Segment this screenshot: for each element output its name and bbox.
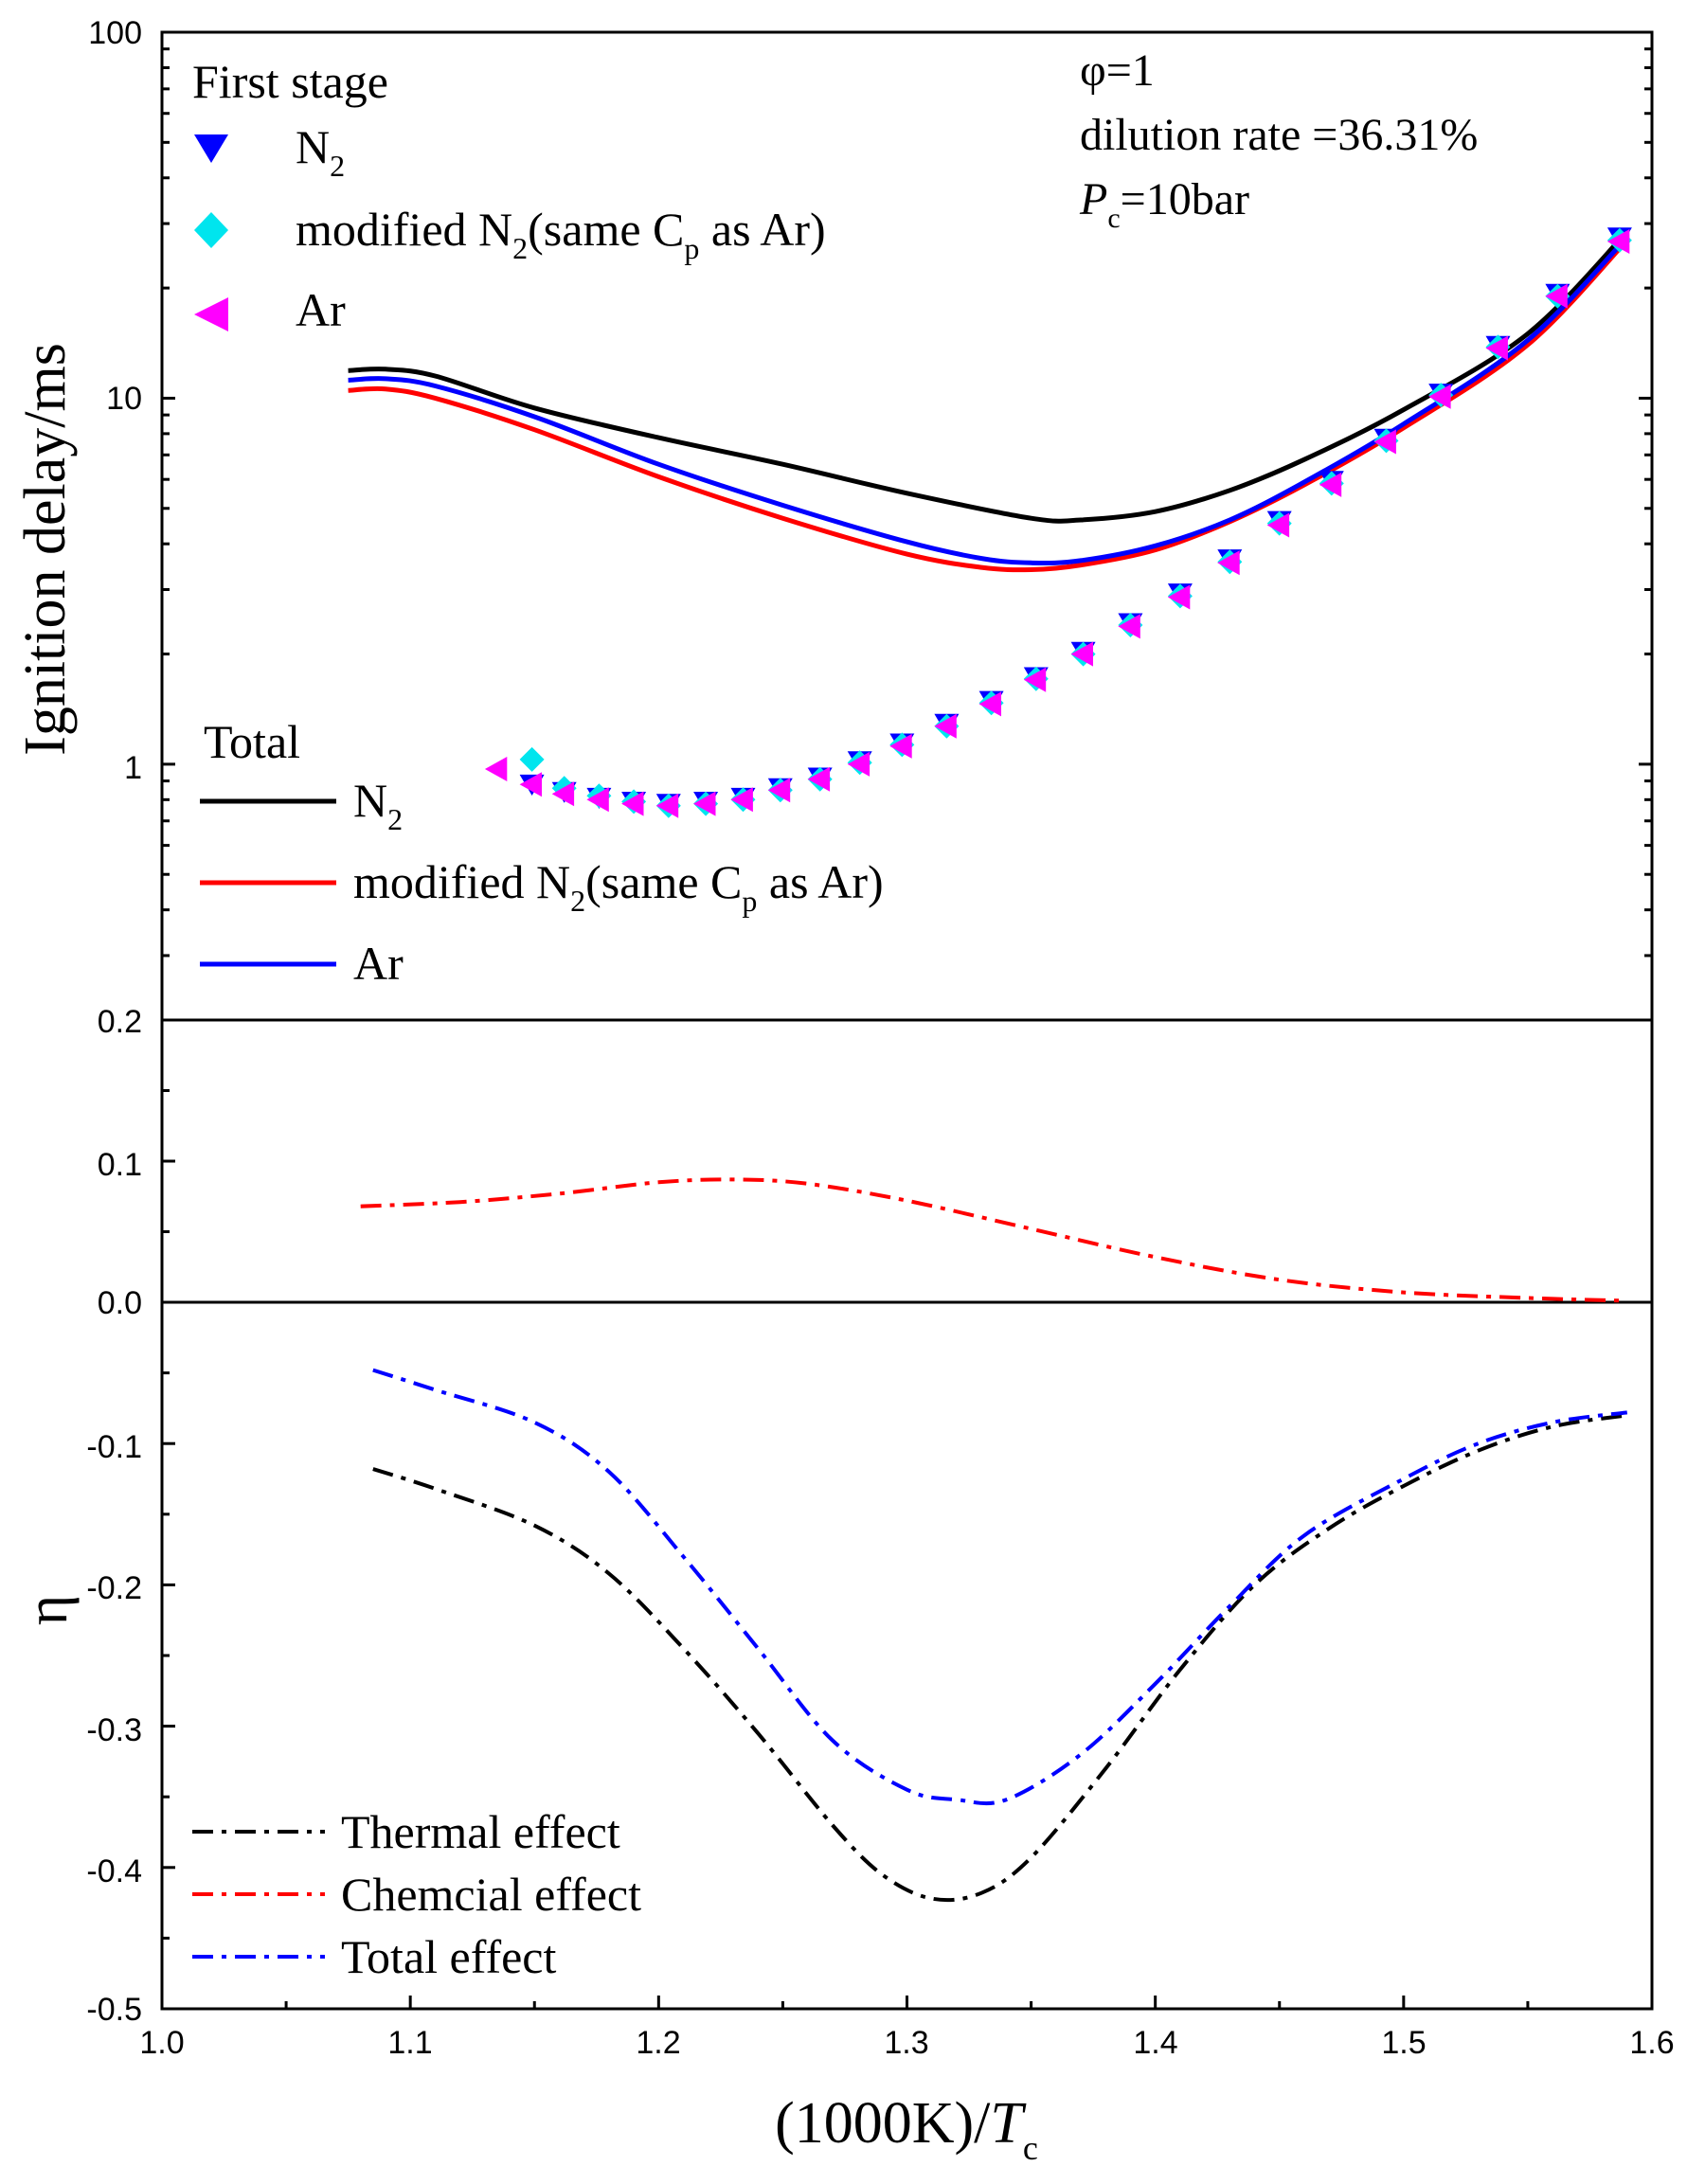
y-tick-label-neg0.4: -0.4 <box>86 1853 142 1889</box>
point-first-stage-ar-4 <box>621 791 644 816</box>
x-axis-title-sub: c <box>1023 2129 1038 2167</box>
legend-first-entry-modified-sub2: p <box>684 231 699 265</box>
point-first-stage-ar-19 <box>1266 512 1290 538</box>
point-first-stage-ar-8 <box>767 778 791 803</box>
point-first-stage-ar-25 <box>1606 229 1630 254</box>
annotation-pressure-rest: =10bar <box>1121 174 1249 224</box>
point-first-stage-ar-23 <box>1485 335 1508 361</box>
y-tick-label-neg0.1: -0.1 <box>86 1429 142 1465</box>
middle-panel-frame <box>160 1018 1654 1304</box>
x-tick-label-1.4: 1.4 <box>1133 2025 1177 2061</box>
x-tick-label-1.5: 1.5 <box>1381 2025 1426 2061</box>
legend-total-entry-modified-main: modified N <box>353 855 570 908</box>
point-first-stage-ar-10 <box>847 751 870 777</box>
legend-first-entry-modified-n2: modified N2(same Cp as Ar) <box>296 203 826 265</box>
legend-first-entry-n2-sub: 2 <box>330 149 345 183</box>
y-tick-label-10: 10 <box>106 381 142 417</box>
point-first-stage-ar-18 <box>1217 550 1240 576</box>
legend-total-entry-modified-tail: as Ar) <box>757 855 883 908</box>
point-first-stage-ar-3 <box>586 787 609 813</box>
point-first-stage-ar-13 <box>978 691 1001 717</box>
legend-marker-triangle-down <box>194 134 228 163</box>
annotation-pressure-var: P <box>1079 174 1107 224</box>
legend-first-entry-modified-rest: (same C <box>528 203 684 256</box>
legend-marker-diamond <box>194 212 228 248</box>
legend-first-entry-modified-tail: as Ar) <box>699 203 825 256</box>
legend-first-entry-n2: N2 <box>296 120 345 183</box>
legend-marker-triangle-left <box>194 297 228 331</box>
annotation-pressure: Pc=10bar <box>1079 174 1249 234</box>
point-first-stage-ar-14 <box>1023 667 1047 692</box>
annotation-pressure-sub: c <box>1107 203 1120 234</box>
y-axis-title-ignition-delay: Ignition delay/ms <box>13 343 78 756</box>
x-axis-title-main: (1000K)/ <box>775 2091 991 2156</box>
legend-total-effect: Total effect <box>341 1930 557 1983</box>
point-first-stage-ar-6 <box>693 791 716 816</box>
x-tick-label-1.2: 1.2 <box>636 2025 680 2061</box>
point-first-stage-ar-9 <box>807 766 831 792</box>
point-first-stage-ar-0 <box>484 757 508 781</box>
x-tick-label-1.6: 1.6 <box>1629 2025 1674 2061</box>
series-line-chemcial-effect <box>360 1177 1627 1303</box>
point-first-stage-ar-5 <box>655 793 679 818</box>
legend-total-entry-modified-sub2: p <box>742 884 757 918</box>
legend-first-stage-title: First stage <box>192 55 388 108</box>
legend-total-entry-modified-sub: 2 <box>570 884 585 918</box>
point-first-stage-ar-20 <box>1319 472 1342 497</box>
x-tick-label-1.3: 1.3 <box>884 2025 928 2061</box>
legend-first-entry-modified-sub: 2 <box>512 231 528 265</box>
annotation-dilution: dilution rate =36.31% <box>1080 110 1478 160</box>
y-tick-label-0.1: 0.1 <box>98 1147 142 1183</box>
y-tick-label-1: 1 <box>124 750 142 786</box>
legend-total-entry-n2: N2 <box>353 774 403 836</box>
x-tick-label-1.1: 1.1 <box>387 2025 432 2061</box>
series-line-total-ar <box>348 235 1629 565</box>
axis-ticks <box>160 30 1654 2011</box>
legend-total-title: Total <box>204 715 300 768</box>
point-first-stage-ar-16 <box>1118 614 1140 639</box>
point-first-stage-ar-12 <box>934 713 957 739</box>
y-tick-label-neg0.2: -0.2 <box>86 1570 142 1606</box>
series-layer <box>348 227 1632 1903</box>
point-first-stage-ar-1 <box>519 772 542 797</box>
legend-thermal-effect: Thermal effect <box>341 1805 620 1858</box>
legend-total-entry-modified-rest: (same C <box>585 855 742 908</box>
legend-total-entry-modified-n2: modified N2(same Cp as Ar) <box>353 855 884 918</box>
legend-total-entry-n2-main: N <box>353 774 387 827</box>
y-tick-label-neg0.5: -0.5 <box>86 1992 142 2028</box>
point-first-stage-ar-11 <box>889 733 912 759</box>
y-tick-label-neg0.3: -0.3 <box>86 1712 142 1748</box>
legend-total-entry-ar: Ar <box>353 937 404 990</box>
legend-chemcial-effect: Chemcial effect <box>341 1868 641 1921</box>
point-first-stage-modified-n2-0 <box>519 746 545 772</box>
series-line-total-effect <box>372 1368 1628 1806</box>
y-tick-label-100: 100 <box>88 15 142 51</box>
y-tick-label-0.2: 0.2 <box>98 1004 142 1040</box>
legend-first-entry-ar: Ar <box>296 283 346 336</box>
point-first-stage-ar-21 <box>1373 429 1396 455</box>
x-axis-title: (1000K)/Tc <box>775 2091 1038 2167</box>
y-axis-title-eta: η <box>15 1595 80 1625</box>
point-first-stage-ar-22 <box>1428 384 1451 409</box>
legend-first-entry-modified-main: modified N <box>296 203 512 256</box>
series-line-thermal-effect <box>372 1413 1628 1903</box>
legend-first-entry-n2-main: N <box>296 120 330 173</box>
series-line-total-modified-n2 <box>348 238 1629 573</box>
point-first-stage-ar-7 <box>730 787 753 813</box>
point-first-stage-ar-24 <box>1545 283 1568 309</box>
legend-total-entry-n2-sub: 2 <box>387 802 403 836</box>
x-axis-title-var: T <box>990 2091 1027 2156</box>
annotation-phi: φ=1 <box>1080 45 1155 96</box>
x-tick-label-1.0: 1.0 <box>139 2025 184 2061</box>
point-first-stage-ar-17 <box>1167 584 1191 610</box>
point-first-stage-ar-15 <box>1070 641 1093 667</box>
point-first-stage-ar-2 <box>551 781 575 807</box>
series-line-total-n2 <box>348 229 1629 524</box>
y-tick-label-0.0: 0.0 <box>98 1285 142 1321</box>
